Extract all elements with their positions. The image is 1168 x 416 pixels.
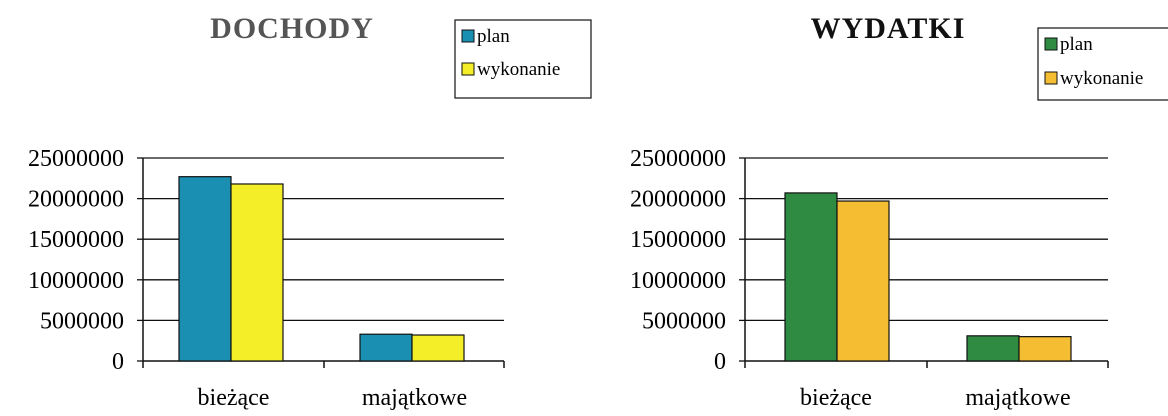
- legend-label-plan: plan: [477, 26, 510, 47]
- bar-wykonanie-0: [836, 200, 890, 362]
- legend-box: [1037, 27, 1168, 101]
- bar-plan-0: [178, 176, 232, 362]
- legend-swatch-wykonanie: [1044, 71, 1058, 85]
- dochody-chart: DOCHODY plan wykonanie 0 5000000 10000000 1…: [28, 12, 592, 411]
- y-tick-label: 10000000: [630, 268, 726, 294]
- y-tick-label: 0: [112, 349, 124, 375]
- legend-swatch-wykonanie: [461, 62, 475, 76]
- x-category-label: bieżące: [198, 385, 270, 411]
- y-tick-label: 5000000: [40, 308, 124, 334]
- x-category-label: majątkowe: [965, 385, 1070, 411]
- wydatki-chart: WYDATKI plan wykonanie 0 5000000 10000000 1…: [630, 12, 1168, 411]
- y-tick-label: 5000000: [642, 308, 726, 334]
- chart-title: WYDATKI: [811, 12, 966, 45]
- y-tick-label: 25000000: [28, 146, 124, 172]
- y-tick-label: 20000000: [28, 187, 124, 213]
- legend: plan wykonanie: [454, 19, 592, 99]
- bar-plan-1: [966, 335, 1020, 362]
- bar-wykonanie-1: [411, 334, 465, 362]
- y-tick-label: 15000000: [630, 227, 726, 253]
- y-tick-label: 25000000: [630, 146, 726, 172]
- y-tick-label: 15000000: [28, 227, 124, 253]
- bar-wykonanie-1: [1018, 336, 1072, 362]
- legend-label-plan: plan: [1060, 34, 1093, 55]
- y-tick-label: 0: [714, 349, 726, 375]
- chart-title: DOCHODY: [210, 12, 374, 45]
- x-category-label: bieżące: [800, 385, 872, 411]
- legend: plan wykonanie: [1037, 27, 1168, 101]
- legend-label-wykonanie: wykonanie: [1060, 68, 1143, 89]
- legend-swatch-plan: [461, 29, 475, 43]
- bar-wykonanie-0: [230, 183, 284, 362]
- y-tick-label: 20000000: [630, 187, 726, 213]
- bar-plan-1: [359, 333, 413, 362]
- legend-swatch-plan: [1044, 37, 1058, 51]
- legend-box: [454, 19, 592, 99]
- legend-label-wykonanie: wykonanie: [477, 59, 560, 80]
- x-category-label: majątkowe: [362, 385, 467, 411]
- bar-plan-0: [784, 192, 838, 362]
- y-tick-label: 10000000: [28, 268, 124, 294]
